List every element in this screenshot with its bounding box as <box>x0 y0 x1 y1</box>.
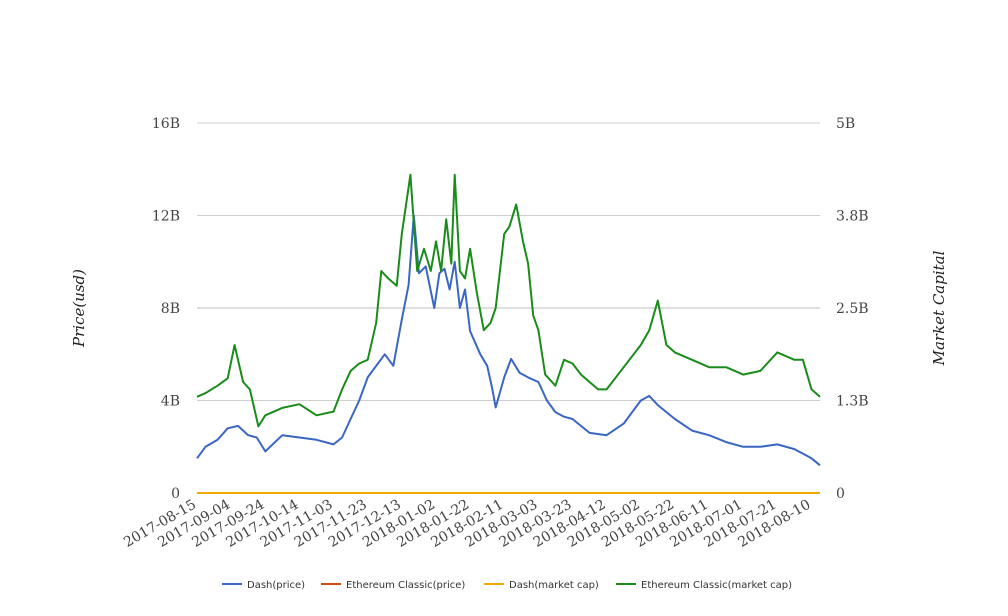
legend-label: Dash(price) <box>247 580 305 591</box>
y-tick-label: 4B <box>161 394 180 410</box>
y-axis-left-title: Price(usd) <box>70 269 88 348</box>
y-tick-label: 8B <box>161 301 180 317</box>
y2-tick-label: 0 <box>836 486 845 502</box>
legend: Dash(price) Ethereum Classic(price) Dash(m… <box>222 580 792 591</box>
y2-tick-label: 2.5B <box>836 301 869 317</box>
legend-label: Ethereum Classic(price) <box>346 580 465 591</box>
y-tick-label: 16B <box>152 116 180 132</box>
y-axis-right-ticks: 0 1.3B 2.5B 3.8B 5B <box>836 116 869 502</box>
series-ethereum-classic-market-cap <box>196 173 821 428</box>
legend-label: Ethereum Classic(market cap) <box>641 580 792 591</box>
grid-lines <box>197 122 820 494</box>
legend-label: Dash(market cap) <box>509 580 599 591</box>
y-tick-label: 0 <box>171 486 180 502</box>
y2-tick-label: 1.3B <box>836 394 869 410</box>
y-axis-left-ticks: 0 4B 8B 12B 16B <box>152 116 180 502</box>
series-dash-price <box>196 214 821 467</box>
y2-tick-label: 3.8B <box>836 209 869 225</box>
y-axis-right-title: Market Capital <box>930 250 948 366</box>
series-lines <box>196 173 821 494</box>
x-axis-ticks: 2017-08-152017-09-042017-09-242017-10-14… <box>121 497 813 551</box>
y2-tick-label: 5B <box>836 116 855 132</box>
y-tick-label: 12B <box>152 209 180 225</box>
